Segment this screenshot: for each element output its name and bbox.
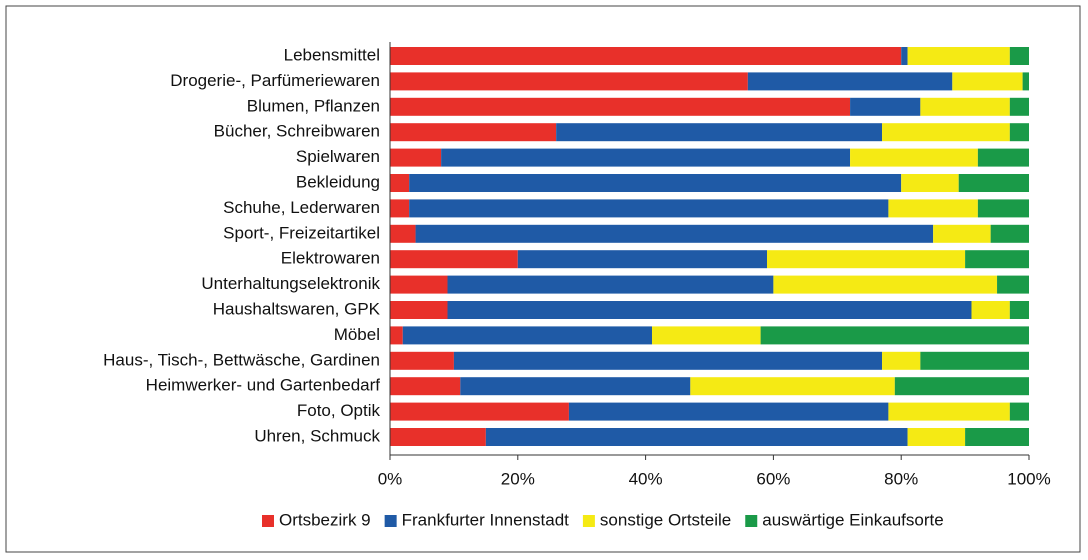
bar-segment [390, 326, 403, 345]
bar-segment [1009, 301, 1029, 319]
legend-label: Ortsbezirk 9 [279, 510, 371, 529]
x-tick-label: 0% [378, 469, 403, 488]
bar-segment [390, 199, 410, 218]
bar-segment [965, 250, 1029, 269]
bar-segment [901, 47, 908, 65]
bar-segment [971, 301, 1010, 319]
bar-segment [415, 224, 934, 243]
legend-label: sonstige Ortsteile [600, 510, 731, 529]
bar-segment [850, 97, 921, 116]
bar-segment [390, 428, 486, 446]
bar-segment [882, 351, 921, 370]
bar-segment [447, 301, 972, 319]
y-tick-label: Heimwerker- und Gartenbedarf [146, 376, 381, 395]
bar-segment [1009, 402, 1029, 421]
legend-swatch [384, 515, 397, 527]
legend-swatch [582, 515, 595, 527]
bar-segment [460, 377, 691, 396]
bar-segment [390, 275, 448, 294]
y-tick-label: Uhren, Schmuck [254, 426, 380, 445]
x-tick-label: 40% [629, 469, 663, 488]
bar-segment [888, 402, 1010, 421]
legend-swatch [262, 515, 274, 527]
y-tick-label: Lebensmittel [284, 45, 380, 64]
bar-segment [965, 428, 1029, 446]
bar-segment [1022, 72, 1029, 91]
x-tick-label: 20% [501, 469, 535, 488]
bar-segment [933, 224, 991, 243]
y-tick-label: Haushaltswaren, GPK [213, 299, 381, 318]
bar-segment [390, 47, 902, 65]
y-tick-label: Elektrowaren [281, 249, 380, 268]
y-tick-label: Drogerie-, Parfümeriewaren [170, 71, 380, 90]
bar-segment [690, 377, 895, 396]
bar-segment [773, 275, 998, 294]
bar-segment [990, 224, 1029, 243]
x-tick-label: 60% [756, 469, 790, 488]
bar-segment [556, 123, 883, 142]
bar-segment [390, 97, 851, 116]
bar-segment [651, 326, 761, 345]
bar-segment [997, 275, 1029, 294]
bar-segment [390, 72, 748, 91]
bar-segment [390, 174, 410, 192]
bar-segment [390, 351, 454, 370]
bar-segment [402, 326, 652, 345]
bar-segment [390, 250, 518, 269]
y-tick-label: Blumen, Pflanzen [247, 96, 380, 115]
bar-segment [1009, 97, 1029, 116]
bar-segment [447, 275, 774, 294]
bar-segment [958, 174, 1029, 192]
bar-segment [952, 72, 1023, 91]
bar-segment [485, 428, 908, 446]
bar-segment [767, 250, 966, 269]
bar-segment [850, 148, 978, 167]
y-tick-label: Bekleidung [296, 172, 380, 191]
bar-segment [390, 402, 569, 421]
legend-label: Frankfurter Innenstadt [402, 510, 570, 529]
bar-segment [390, 224, 416, 243]
bar-segment [977, 148, 1029, 167]
bar-segment [747, 72, 953, 91]
bar-segment [894, 377, 1029, 396]
legend-swatch [745, 515, 758, 527]
bar-segment [882, 123, 1010, 142]
y-tick-label: Bücher, Schreibwaren [214, 122, 380, 141]
bar-segment [888, 199, 978, 218]
bar-segment [517, 250, 768, 269]
bar-segment [453, 351, 883, 370]
bar-segment [977, 199, 1029, 218]
bar-segment [1009, 123, 1029, 142]
bar-segment [901, 174, 959, 192]
y-tick-label: Spielwaren [296, 147, 380, 166]
bar-segment [390, 301, 448, 319]
bar-segment [390, 148, 442, 167]
x-tick-label: 100% [1007, 469, 1050, 488]
bar-segment [907, 47, 1010, 65]
bar-segment [760, 326, 1029, 345]
bar-segment [568, 402, 889, 421]
bar-segment [920, 351, 1029, 370]
bar-segment [1009, 47, 1029, 65]
y-tick-label: Unterhaltungselektronik [201, 274, 380, 293]
x-tick-label: 80% [884, 469, 918, 488]
y-tick-label: Haus-, Tisch-, Bettwäsche, Gardinen [103, 350, 380, 369]
bar-segment [907, 428, 966, 446]
y-tick-label: Möbel [334, 325, 380, 344]
bar-segment [920, 97, 1010, 116]
bar-segment [441, 148, 851, 167]
y-tick-label: Sport-, Freizeitartikel [223, 223, 380, 242]
bar-segment [409, 174, 902, 192]
y-tick-label: Schuhe, Lederwaren [223, 198, 380, 217]
bar-segment [390, 123, 557, 142]
bar-segment [390, 377, 461, 396]
y-tick-label: Foto, Optik [297, 401, 381, 420]
legend-label: auswärtige Einkaufsorte [762, 510, 943, 529]
bar-segment [409, 199, 889, 218]
